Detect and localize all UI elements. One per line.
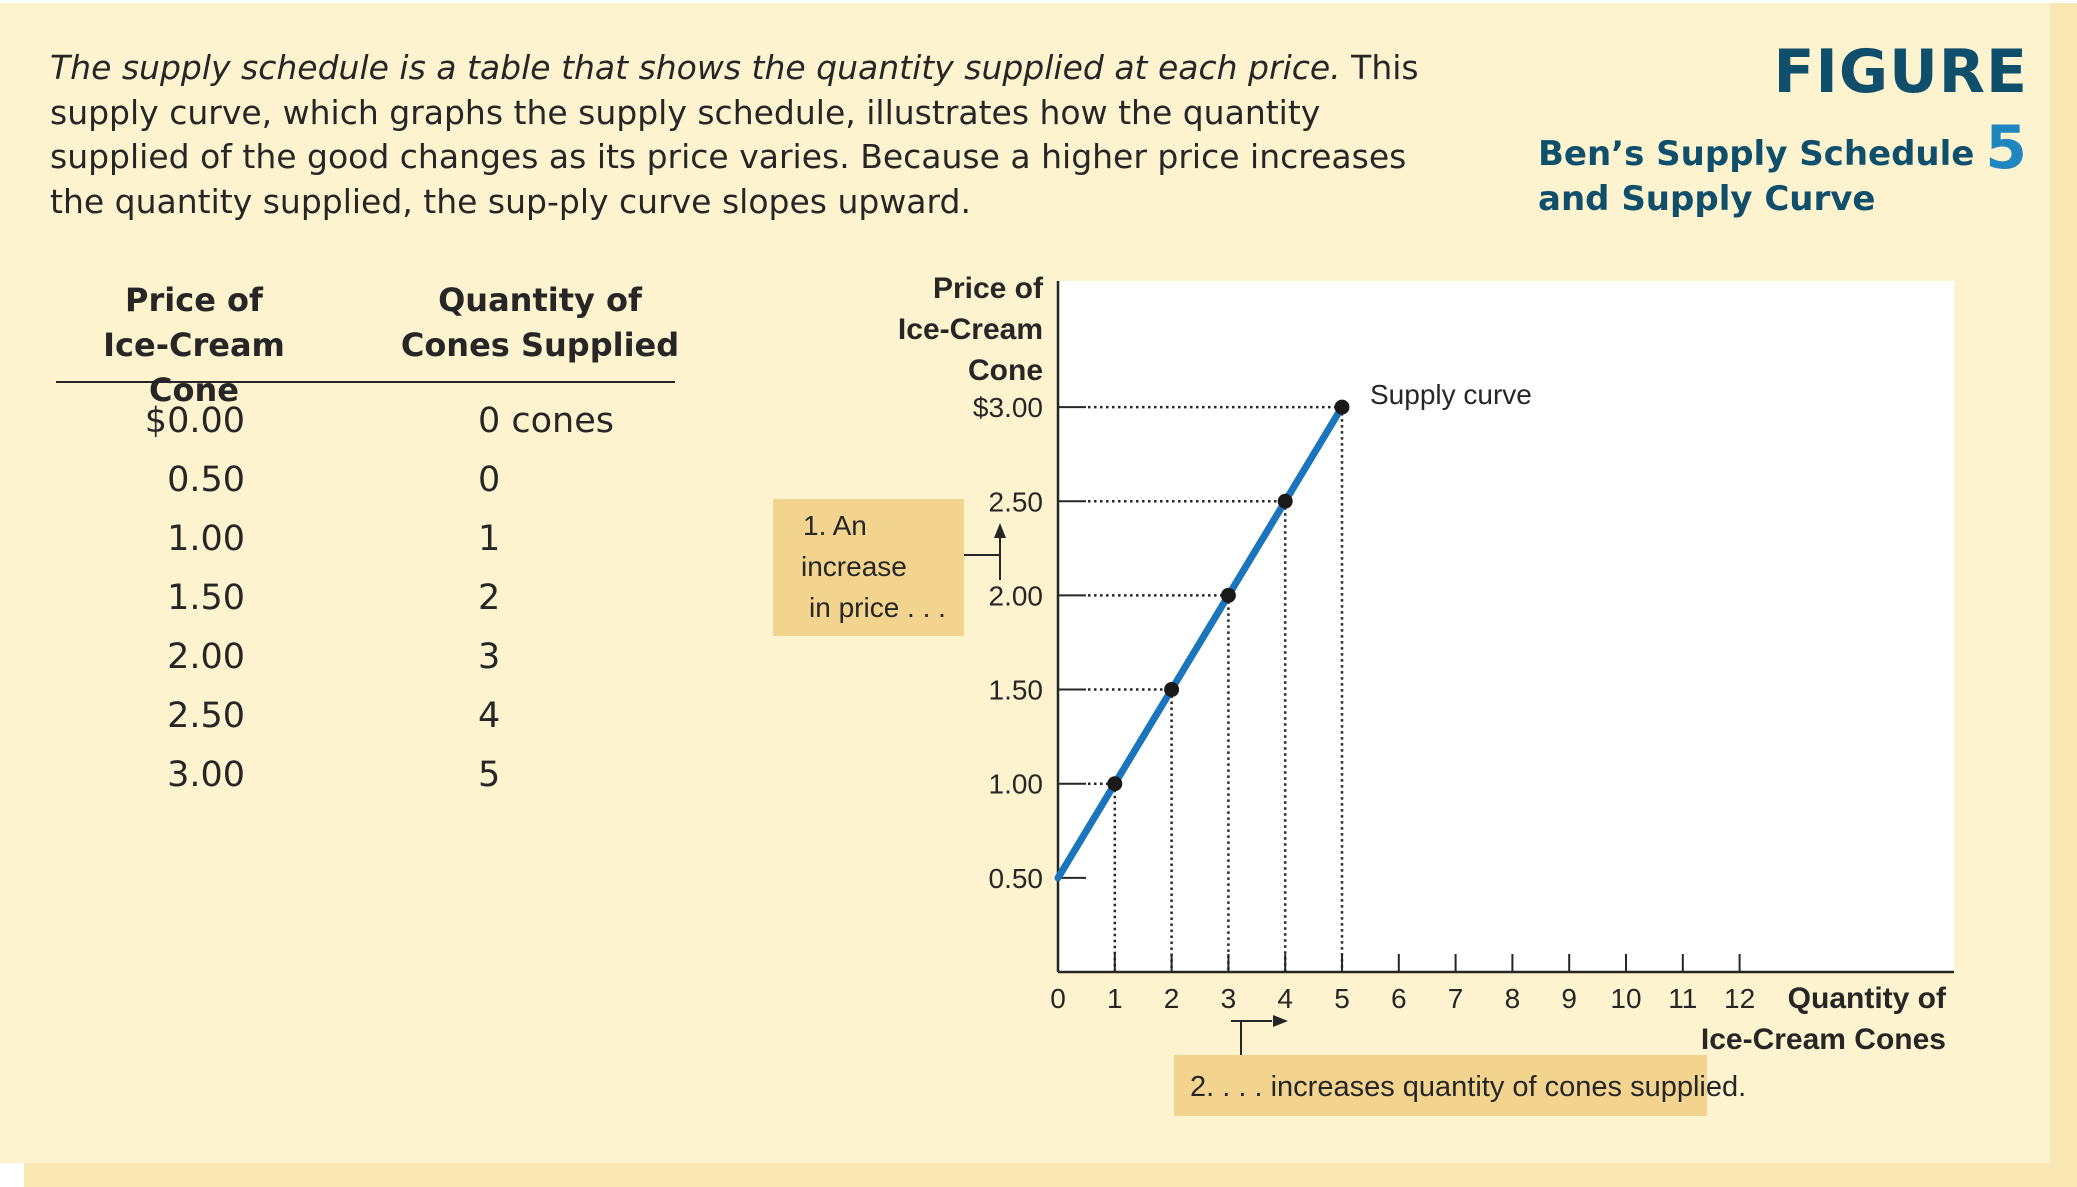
supply-point xyxy=(1334,399,1350,415)
price-increase-line-3: in price . . . xyxy=(809,592,946,623)
table-header-price-line-1: Price of xyxy=(125,281,263,319)
figure-number: 5 xyxy=(1985,113,2028,183)
table-cell-price: 0.50 xyxy=(167,460,245,500)
price-increase-callout xyxy=(773,499,964,636)
table-cell-price: $0.00 xyxy=(144,401,245,441)
x-axis-ticks: 0 1 2 3 4 5 6 7 8 9 10 11 12 xyxy=(1050,954,1755,1014)
x-tick-label: 7 xyxy=(1448,983,1464,1014)
x-tick-label: 0 xyxy=(1050,983,1066,1014)
price-increase-line-2: increase xyxy=(801,551,907,582)
x-tick-label: 1 xyxy=(1107,983,1123,1014)
x-tick-label: 2 xyxy=(1164,983,1180,1014)
x-axis-title-line-2: Ice-Cream Cones xyxy=(1701,1023,1946,1056)
y-tick-label: 1.00 xyxy=(989,769,1044,800)
x-tick-label: 12 xyxy=(1724,983,1755,1014)
table-header-quantity-line-1: Quantity of xyxy=(438,281,642,319)
y-tick-label: 2.50 xyxy=(989,486,1044,517)
table-cell-quantity: 5 xyxy=(478,755,501,795)
y-tick-label: 2.00 xyxy=(989,580,1044,611)
x-tick-label: 3 xyxy=(1221,983,1237,1014)
table-cell-quantity: 1 xyxy=(478,519,501,559)
table-cell-price: 2.00 xyxy=(167,637,245,677)
figure-title: Ben’s Supply Schedule and Supply Curve xyxy=(1538,134,1975,219)
y-axis-title-line-3: Cone xyxy=(968,354,1043,387)
x-axis-title-line-1: Quantity of xyxy=(1788,982,1947,1015)
y-tick-label: 1.50 xyxy=(989,675,1044,706)
x-tick-label: 9 xyxy=(1561,983,1577,1014)
figure-label: FIGURE 5 xyxy=(1748,34,2028,186)
y-axis-title: Price of Ice-Cream Cone xyxy=(898,272,1044,387)
table-cell-quantity: 4 xyxy=(478,696,501,736)
figure-word: FIGURE xyxy=(1773,37,2028,107)
table-cell-price: 1.00 xyxy=(167,519,245,559)
y-axis-ticks: $3.00 2.50 2.00 1.50 1.00 0.50 xyxy=(973,392,1086,894)
x-tick-label: 4 xyxy=(1277,983,1293,1014)
supply-point xyxy=(1107,776,1123,792)
table-cell-quantity: 0 cones xyxy=(478,401,615,441)
table-cell-price: 3.00 xyxy=(167,755,245,795)
supply-point xyxy=(1277,493,1293,509)
x-tick-label: 11 xyxy=(1668,983,1697,1014)
y-axis-title-line-2: Ice-Cream xyxy=(898,313,1043,346)
price-increase-line-1: 1. An xyxy=(803,510,867,541)
x-tick-label: 6 xyxy=(1391,983,1407,1014)
quantity-increase-arrow xyxy=(1231,1020,1272,1055)
table-header-price: Price of Ice-Cream Cone xyxy=(57,278,331,413)
x-axis-title: Quantity of Ice-Cream Cones xyxy=(1701,982,1947,1056)
supply-curve-line xyxy=(1054,403,1346,882)
supply-points xyxy=(1107,399,1350,792)
table-cell-quantity: 3 xyxy=(478,637,501,677)
quantity-increase-callout xyxy=(1174,1055,1707,1116)
table-cell-price: 2.50 xyxy=(167,696,245,736)
table-cell-quantity: 0 xyxy=(478,460,501,500)
quantity-increase-text: 2. . . . increases quantity of cones sup… xyxy=(1190,1071,1746,1103)
price-increase-arrow xyxy=(964,534,1001,580)
panel-shadow-right xyxy=(2050,3,2077,1163)
guide-lines xyxy=(1088,405,1344,972)
y-tick-label: $3.00 xyxy=(973,392,1043,423)
panel-shadow-bottom xyxy=(24,1163,2077,1187)
price-increase-text: 1. An increase in price . . . xyxy=(801,510,946,623)
caption-body: This supply curve, which graphs the supp… xyxy=(50,48,1419,221)
table-cell-quantity: 2 xyxy=(478,578,501,618)
supply-point xyxy=(1164,682,1180,698)
price-increase-arrowhead xyxy=(994,523,1006,538)
y-tick-label: 0.50 xyxy=(989,863,1044,894)
table-cell-price: 1.50 xyxy=(167,578,245,618)
table-header-rule xyxy=(56,381,675,383)
table-header-quantity: Quantity of Cones Supplied xyxy=(390,278,690,368)
caption-lead: The supply schedule is a table that show… xyxy=(50,48,1341,87)
quantity-increase-arrowhead xyxy=(1273,1015,1288,1027)
figure-caption: The supply schedule is a table that show… xyxy=(50,46,1470,224)
y-axis-title-line-1: Price of xyxy=(933,272,1044,305)
x-tick-label: 8 xyxy=(1505,983,1521,1014)
x-tick-label: 5 xyxy=(1334,983,1350,1014)
x-tick-label: 10 xyxy=(1610,983,1641,1014)
supply-point xyxy=(1220,587,1236,603)
table-header-price-line-2: Ice-Cream Cone xyxy=(103,326,285,409)
supply-curve-label: Supply curve xyxy=(1370,379,1532,410)
table-header-quantity-line-2: Cones Supplied xyxy=(400,326,680,364)
